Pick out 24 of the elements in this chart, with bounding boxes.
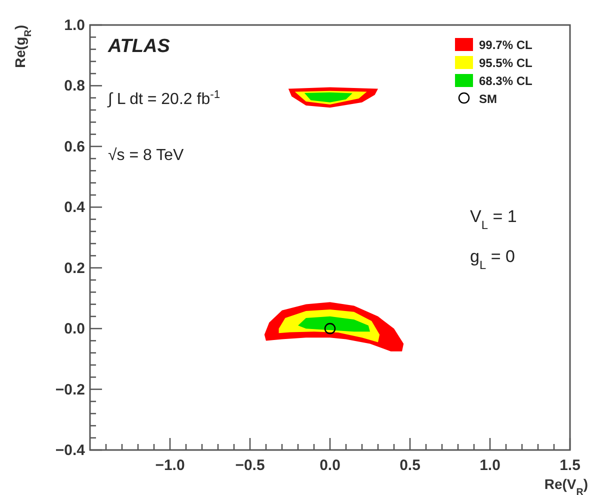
- y-tick-label: 0.6: [64, 138, 85, 156]
- y-tick-label: 0.8: [64, 78, 85, 95]
- x-axis-title: Re(V$_{R}$): [544, 476, 588, 495]
- x-tick-label: 0.0: [320, 457, 340, 474]
- x-tick-label: 1.0: [480, 457, 500, 474]
- legend-label: 68.3% CL: [479, 74, 532, 88]
- y-tick-label: 1.0: [64, 17, 85, 34]
- y-tick-label: 0.4: [64, 199, 86, 216]
- legend-label: 95.5% CL: [479, 56, 532, 70]
- annotation: ∫ L dt = 20.2 fb$^{-1}$: [107, 89, 220, 108]
- x-tick-label: −1.0: [155, 457, 185, 474]
- annotation: ATLAS: [107, 36, 170, 57]
- y-tick-label: 0.2: [64, 260, 85, 277]
- legend-label: 99.7% CL: [479, 38, 532, 52]
- x-tick-label: 1.5: [560, 457, 580, 474]
- y-tick-label: 0.0: [64, 320, 85, 338]
- y-tick-label: −0.4: [55, 442, 86, 459]
- annotation: V$_{L}$ = 1: [470, 207, 517, 232]
- y-tick-label: −0.2: [55, 381, 85, 398]
- legend-label: SM: [479, 92, 498, 106]
- x-tick-label: 0.5: [400, 457, 420, 474]
- annotation: √s = 8 TeV: [108, 147, 184, 164]
- x-tick-label: −0.5: [235, 457, 265, 474]
- annotation: g$_{L}$ = 0: [470, 247, 515, 272]
